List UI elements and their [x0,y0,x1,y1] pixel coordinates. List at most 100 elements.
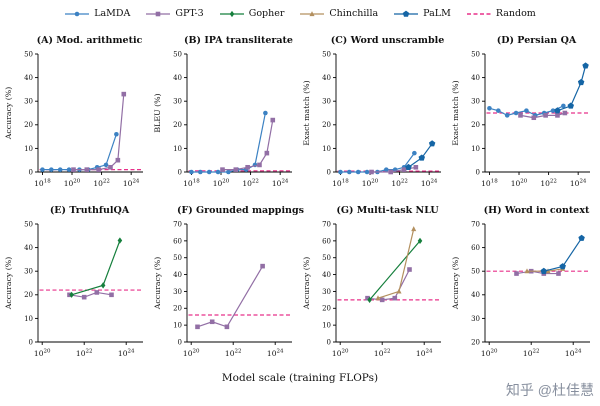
svg-text:1024: 1024 [570,179,587,189]
svg-text:20: 20 [322,121,331,129]
legend-item-gopher: Gopher [219,8,285,19]
svg-text:0: 0 [178,338,182,346]
svg-text:1022: 1022 [391,179,408,189]
svg-text:30: 30 [471,315,480,323]
svg-text:Accuracy (%): Accuracy (%) [4,257,13,311]
svg-text:Accuracy (%): Accuracy (%) [4,87,13,141]
svg-text:1024: 1024 [123,179,140,189]
panel-ipa-transliterate: (B) IPA transliterate 0 10 20 30 40 50 1018 102… [151,34,300,204]
random-dashed-line-icon [466,12,491,15]
panel-multi-task-nlu: (G) Multi-task NLU 0 10 20 30 40 50 60 70 1020 10… [300,204,449,374]
panel-title: (E) TruthfulQA [49,205,130,216]
svg-text:1022: 1022 [76,349,93,359]
svg-text:30: 30 [322,288,331,296]
svg-text:60: 60 [173,237,182,245]
panel-word-unscramble: (C) Word unscramble 0 10 20 30 40 50 1018 1020 1… [300,34,449,204]
svg-text:30: 30 [322,98,331,106]
svg-text:Accuracy (%): Accuracy (%) [451,257,460,311]
svg-text:1020: 1020 [64,179,81,189]
legend: LaMDA GPT-3 Gopher Chinchilla PaLM Rando… [0,8,600,19]
svg-text:0: 0 [476,168,480,176]
subplot-grid: (A) Mod. arithmetic 0 10 20 30 40 50 1018 1020 1… [2,34,598,374]
svg-text:30: 30 [173,98,182,106]
svg-text:30: 30 [471,98,480,106]
svg-text:1024: 1024 [272,179,289,189]
plot-canvas-word-in-context: 20 30 40 50 60 70 1020 1022 1024 Accuracy (%) [451,220,590,359]
svg-text:1022: 1022 [540,179,557,189]
legend-label: LaMDA [94,8,131,19]
panel-title: (A) Mod. arithmetic [36,35,143,46]
panel-grounded-mappings: (F) Grounded mappings 0 10 20 30 40 50 60 70 102… [151,204,304,374]
svg-text:50: 50 [24,220,33,228]
panel-mod-arithmetic: (A) Mod. arithmetic 0 10 20 30 40 50 1018 1020 1… [2,34,151,204]
svg-text:20: 20 [173,305,182,313]
svg-text:10: 10 [471,145,480,153]
svg-text:1022: 1022 [225,349,242,359]
panel-title: (B) IPA transliterate [184,35,293,46]
svg-text:40: 40 [471,74,480,82]
svg-text:50: 50 [24,50,33,58]
svg-text:1020: 1020 [213,179,230,189]
svg-text:40: 40 [471,291,480,299]
panel-word-in-context: (H) Word in context 20 30 40 50 60 70 1020 1022… [449,204,598,374]
svg-text:0: 0 [327,168,331,176]
svg-text:0: 0 [327,338,331,346]
svg-text:50: 50 [471,268,480,276]
x-axis-label: Model scale (training FLOPs) [221,372,379,384]
svg-text:1018: 1018 [332,179,349,189]
svg-text:10: 10 [173,322,182,330]
svg-text:40: 40 [24,74,33,82]
svg-text:0: 0 [29,338,33,346]
svg-text:60: 60 [322,237,331,245]
gopher-line-marker-icon [219,10,244,17]
svg-text:Exact match (%): Exact match (%) [451,80,460,145]
svg-text:1022: 1022 [523,349,540,359]
svg-text:20: 20 [173,121,182,129]
legend-label: Chinchilla [329,8,379,19]
palm-line-marker-icon [394,10,419,17]
svg-text:1024: 1024 [416,349,433,359]
svg-text:40: 40 [24,244,33,252]
svg-text:0: 0 [178,168,182,176]
svg-text:1020: 1020 [34,349,51,359]
svg-text:1018: 1018 [34,179,51,189]
svg-text:1020: 1020 [332,349,349,359]
panel-title: (H) Word in context [483,205,590,216]
panel-persian-qa: (D) Persian QA 0 10 20 30 40 50 1018 1020 1022 10… [449,34,598,204]
svg-text:40: 40 [173,74,182,82]
svg-text:30: 30 [24,268,33,276]
legend-label: Gopher [248,8,285,19]
svg-text:1022: 1022 [93,179,110,189]
svg-text:40: 40 [322,74,331,82]
svg-text:Accuracy (%): Accuracy (%) [153,257,162,311]
legend-label: GPT-3 [175,8,204,19]
svg-text:20: 20 [24,291,33,299]
svg-text:1020: 1020 [481,349,498,359]
svg-text:10: 10 [173,145,182,153]
chinchilla-line-marker-icon [300,10,325,16]
legend-label: Random [495,8,536,19]
watermark: 知乎 @杜佳慧 [505,382,594,398]
svg-text:30: 30 [173,288,182,296]
svg-text:50: 50 [173,254,182,262]
svg-text:1022: 1022 [242,179,259,189]
svg-text:70: 70 [173,220,182,228]
svg-text:50: 50 [173,50,182,58]
svg-text:BLEU (%): BLEU (%) [153,93,162,132]
gpt3-line-marker-icon [146,11,171,16]
svg-text:50: 50 [471,50,480,58]
svg-text:Accuracy (%): Accuracy (%) [302,257,311,311]
legend-item-palm: PaLM [393,8,451,19]
svg-text:50: 50 [322,50,331,58]
svg-text:30: 30 [24,98,33,106]
svg-text:1020: 1020 [511,179,528,189]
svg-text:20: 20 [24,121,33,129]
svg-text:1018: 1018 [481,179,498,189]
svg-text:0: 0 [29,168,33,176]
